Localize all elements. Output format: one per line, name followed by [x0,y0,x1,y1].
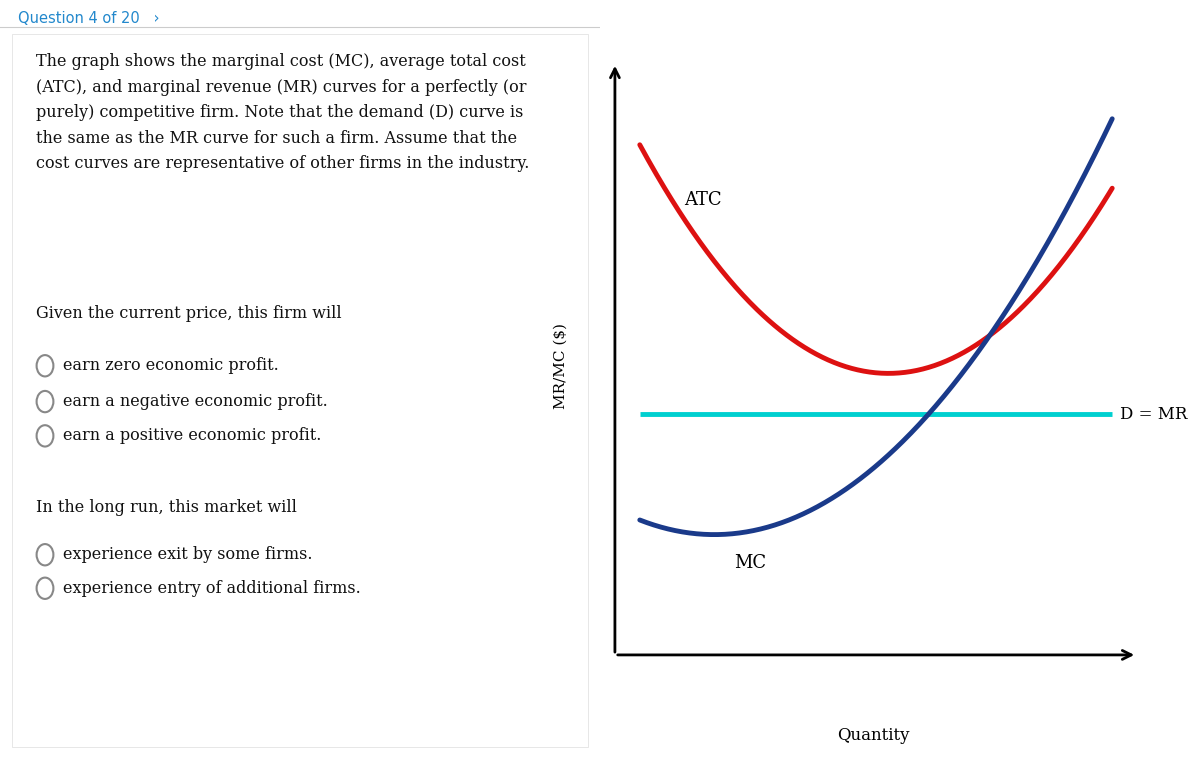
Text: earn zero economic profit.: earn zero economic profit. [64,357,278,374]
Text: The graph shows the marginal cost (MC), average total cost
(ATC), and marginal r: The graph shows the marginal cost (MC), … [36,53,529,172]
Text: In the long run, this market will: In the long run, this market will [36,499,296,516]
Text: earn a positive economic profit.: earn a positive economic profit. [64,427,322,444]
Text: experience exit by some firms.: experience exit by some firms. [64,546,312,563]
Text: ATC: ATC [684,190,722,209]
Text: MR/MC ($): MR/MC ($) [553,323,568,409]
Text: earn a negative economic profit.: earn a negative economic profit. [64,393,328,410]
Text: experience entry of additional firms.: experience entry of additional firms. [64,580,361,597]
Text: Quantity: Quantity [838,727,910,744]
Text: Question 4 of 20   ›: Question 4 of 20 › [18,11,160,27]
Text: D = MR: D = MR [1120,406,1187,423]
Text: MC: MC [734,554,767,572]
Text: Given the current price, this firm will: Given the current price, this firm will [36,305,342,322]
